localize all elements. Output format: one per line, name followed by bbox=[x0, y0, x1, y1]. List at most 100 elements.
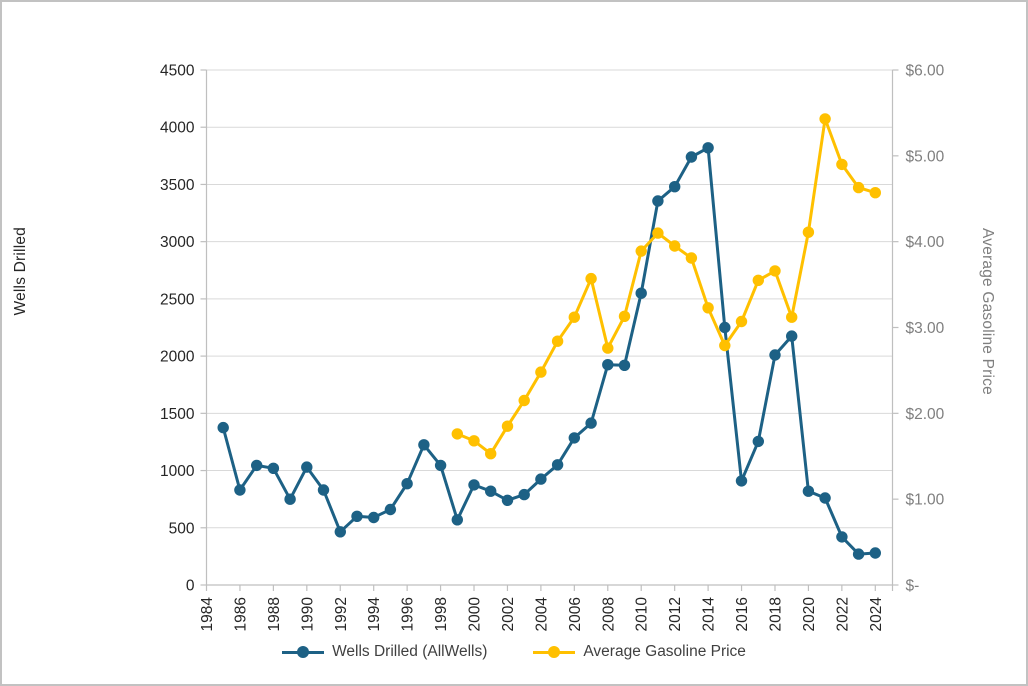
y-left-tick-label: 3500 bbox=[160, 177, 195, 194]
data-point bbox=[819, 113, 831, 125]
data-point bbox=[652, 227, 664, 239]
legend-label-gasoline: Average Gasoline Price bbox=[583, 643, 746, 660]
y-axis-title-left: Wells Drilled bbox=[12, 227, 29, 316]
x-tick-label: 2008 bbox=[600, 597, 617, 631]
data-point bbox=[618, 310, 631, 322]
y-right-tick-label: $5.00 bbox=[906, 148, 945, 165]
data-point bbox=[602, 342, 614, 354]
data-point bbox=[752, 274, 764, 286]
legend-label-wells: Wells Drilled (AllWells) bbox=[332, 643, 488, 660]
data-point bbox=[301, 461, 313, 473]
x-tick-label: 1992 bbox=[333, 597, 350, 631]
x-tick-label: 1990 bbox=[299, 597, 316, 632]
data-point bbox=[735, 315, 748, 328]
y-right-tick-label: $4.00 bbox=[906, 234, 945, 251]
data-point bbox=[735, 475, 748, 487]
series-line-wells bbox=[221, 146, 876, 556]
x-tick-label: 1996 bbox=[400, 597, 417, 631]
data-point bbox=[267, 462, 280, 474]
data-point bbox=[451, 514, 463, 526]
data-point bbox=[585, 417, 597, 429]
y-right-tick-label: $6.00 bbox=[906, 63, 945, 80]
data-point bbox=[284, 493, 296, 505]
data-point bbox=[786, 311, 798, 323]
data-point bbox=[234, 484, 246, 496]
data-point bbox=[702, 142, 714, 154]
x-tick-label: 2006 bbox=[567, 597, 584, 631]
data-point bbox=[418, 439, 430, 451]
x-tick-label: 2012 bbox=[667, 597, 684, 631]
data-point bbox=[434, 459, 447, 472]
y-left-tick-label: 2000 bbox=[160, 349, 195, 366]
y-left-tick-label: 2500 bbox=[160, 291, 195, 308]
x-tick-label: 2020 bbox=[801, 597, 818, 632]
y-left-tick-label: 1500 bbox=[160, 406, 195, 423]
data-point bbox=[702, 302, 714, 314]
data-point bbox=[685, 151, 698, 163]
x-tick-label: 1994 bbox=[366, 597, 383, 632]
data-point bbox=[501, 420, 514, 432]
legend-item-wells: Wells Drilled (AllWells) bbox=[282, 643, 487, 661]
data-point bbox=[752, 435, 764, 448]
x-tick-label: 2010 bbox=[634, 597, 651, 632]
data-point bbox=[401, 478, 413, 490]
data-point bbox=[635, 245, 647, 257]
y-right-tick-label: $1.00 bbox=[906, 492, 945, 509]
data-point bbox=[585, 272, 597, 285]
y-left-tick-label: 1000 bbox=[160, 463, 195, 480]
data-point bbox=[485, 448, 497, 460]
data-point bbox=[769, 349, 781, 361]
data-point bbox=[251, 459, 263, 472]
data-point bbox=[869, 547, 881, 559]
y-left-tick-label: 3000 bbox=[160, 234, 195, 251]
data-point bbox=[618, 359, 631, 371]
data-point bbox=[535, 473, 547, 485]
data-point bbox=[836, 158, 848, 171]
x-tick-label: 1986 bbox=[232, 597, 249, 631]
legend-item-gasoline: Average Gasoline Price bbox=[533, 643, 746, 661]
y-left-tick-label: 500 bbox=[169, 520, 195, 537]
wells-series-marker-icon bbox=[282, 646, 325, 658]
data-point bbox=[368, 511, 380, 524]
data-point bbox=[468, 435, 480, 447]
data-point bbox=[468, 479, 480, 491]
data-point bbox=[384, 503, 397, 516]
data-point bbox=[451, 428, 463, 440]
y-left-tick-label: 0 bbox=[186, 578, 195, 595]
legend: Wells Drilled (AllWells) Average Gasolin… bbox=[2, 643, 1026, 661]
data-point bbox=[869, 187, 881, 199]
data-point bbox=[819, 492, 831, 504]
data-point bbox=[217, 421, 229, 434]
data-point bbox=[669, 181, 681, 193]
data-point bbox=[317, 484, 330, 496]
data-point bbox=[652, 195, 664, 207]
x-tick-label: 2000 bbox=[467, 597, 484, 632]
data-point bbox=[602, 359, 614, 371]
data-point bbox=[719, 321, 731, 334]
x-tick-label: 2016 bbox=[734, 597, 751, 631]
data-point bbox=[685, 252, 698, 264]
x-tick-label: 2018 bbox=[767, 597, 784, 631]
data-point bbox=[802, 485, 815, 497]
x-tick-label: 2002 bbox=[500, 597, 517, 631]
data-point bbox=[852, 548, 865, 560]
data-point bbox=[334, 526, 346, 538]
data-point bbox=[669, 240, 681, 252]
x-tick-label: 1988 bbox=[266, 597, 283, 631]
data-point bbox=[769, 265, 781, 277]
x-tick-label: 2014 bbox=[701, 597, 718, 632]
x-tick-label: 1984 bbox=[199, 597, 216, 632]
data-point bbox=[786, 330, 798, 342]
data-point bbox=[852, 181, 865, 194]
data-point bbox=[635, 287, 647, 299]
y-right-tick-label: $3.00 bbox=[906, 320, 945, 337]
x-tick-label: 2024 bbox=[868, 597, 885, 632]
data-point bbox=[485, 485, 497, 497]
y-axis-title-right: Average Gasoline Price bbox=[979, 228, 996, 395]
data-point bbox=[719, 339, 731, 352]
x-tick-label: 1998 bbox=[433, 597, 450, 631]
data-point bbox=[568, 311, 580, 323]
data-point bbox=[501, 494, 514, 506]
gasoline-series-marker-icon bbox=[533, 646, 576, 658]
